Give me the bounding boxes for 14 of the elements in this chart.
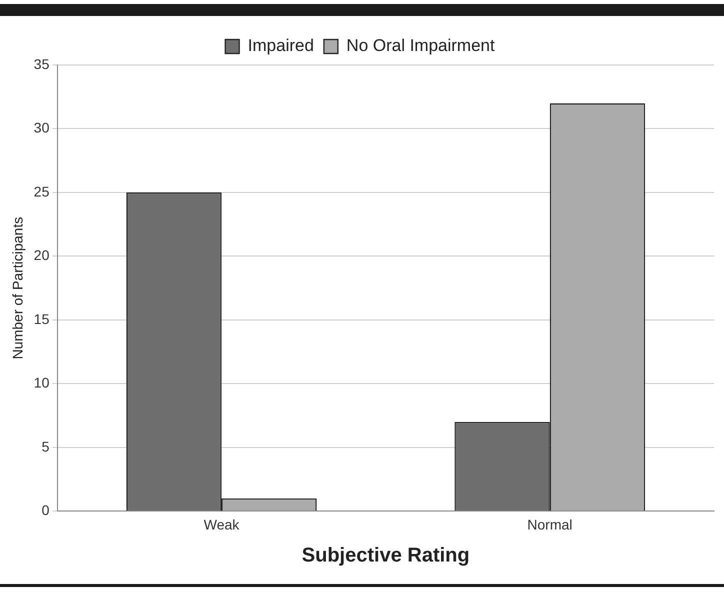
x-tick-label: Weak — [204, 516, 240, 532]
y-tick-label: 0 — [42, 502, 50, 518]
y-tick-label: 10 — [34, 374, 50, 391]
legend-label: No Oral Impairment — [346, 36, 496, 56]
y-tick-label: 20 — [34, 247, 50, 264]
y-tick-label: 15 — [34, 310, 50, 327]
x-axis-title: Subjective Rating — [302, 544, 470, 567]
y-tick-label: 30 — [34, 120, 50, 136]
y-axis-title: Number of Participants — [9, 216, 26, 360]
x-tick-label: Normal — [527, 516, 572, 532]
y-tick-label: 5 — [42, 438, 50, 454]
y-tick-label: 35 — [34, 56, 50, 72]
legend-label: Impaired — [248, 36, 314, 56]
y-tick-label: 25 — [34, 183, 50, 200]
